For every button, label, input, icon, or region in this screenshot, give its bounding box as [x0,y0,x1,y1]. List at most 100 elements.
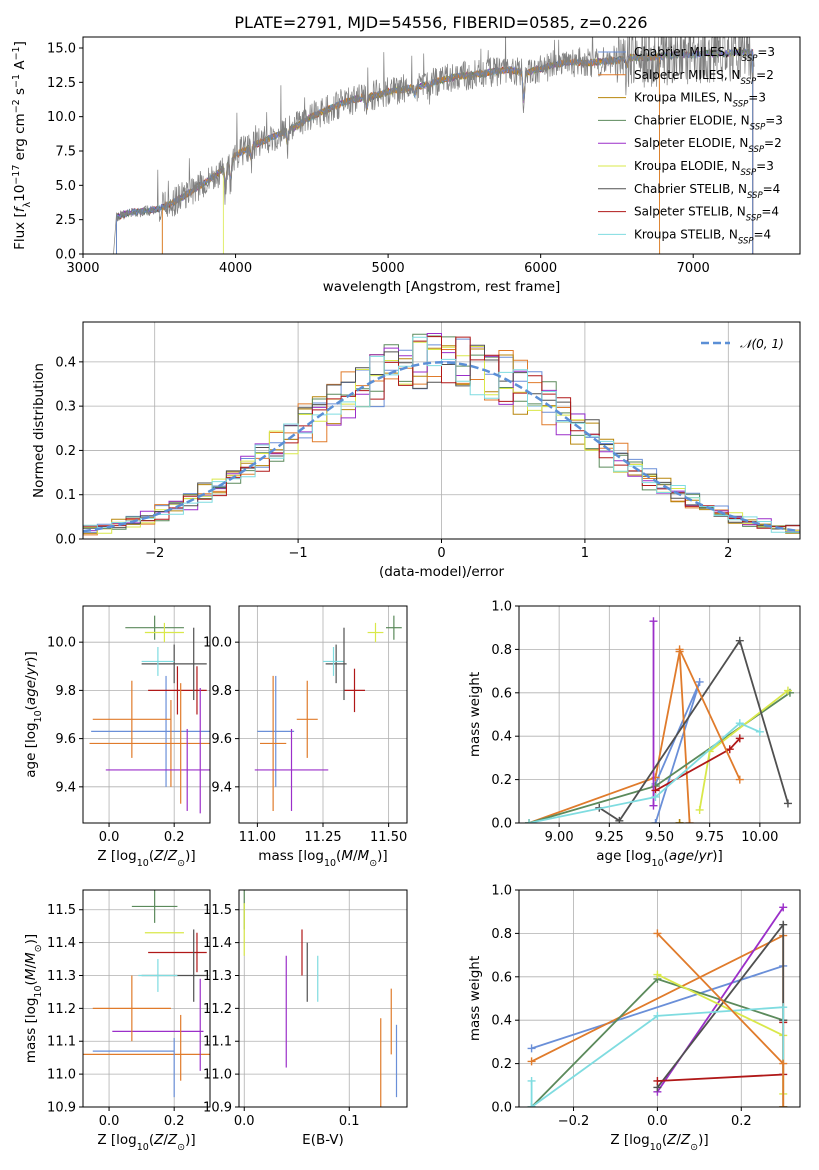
x-axis-label-part: Z [153,848,164,864]
x-axis-label-part: 10 [650,1142,662,1153]
x-axis-label-part: E(B-V) [302,1132,344,1148]
y-tick-label: 7.5 [55,144,76,159]
x-tick-label: 0.2 [164,830,185,845]
mass-weight-series [651,734,744,795]
x-axis-label-part: ⊙ [369,858,377,869]
x-axis-label-part: ( [149,848,154,864]
x-tick-label: 0.0 [234,1114,255,1129]
mass-weight-marker [735,775,744,784]
y-tick-label: 0.2 [491,1057,512,1072]
x-axis-label-part: ⊙ [690,1142,698,1153]
legend-label: 𝒩(0, 1) [740,337,784,351]
mass-weight-line [528,651,691,823]
y-axis-label-part: −1 [11,74,22,88]
y-axis-label-part: ⊙ [33,944,44,952]
y-axis-label-part: erg cm [12,113,28,164]
y-axis-label-part: ( [23,980,39,985]
y-tick-label: 0.3 [55,400,76,415]
x-axis-label-part: )] [712,848,723,864]
mass-weight-marker [735,734,744,743]
x-axis-label-part: Z [153,1132,164,1148]
mass-weight-marker [525,819,534,823]
y-tick-label: 11.1 [203,1035,232,1050]
x-tick-label: −0.2 [558,1114,590,1129]
y-axis-label-part: A [12,60,28,74]
mass-weight-marker [527,1103,536,1107]
error-bar-point [141,644,207,684]
mass-weight-marker [695,677,704,686]
mass-weight-marker [653,1076,662,1085]
y-axis-label-part: )] [23,934,39,945]
mass-weight-marker [527,1057,536,1066]
plot-area [254,615,402,811]
legend-label-part: Chabrier STELIB, N [634,182,747,196]
mass-weight-series [675,819,684,823]
x-tick-label: 9.25 [595,830,624,845]
error-bar-point [260,675,287,811]
y-tick-label: 10.9 [203,1101,232,1116]
grid-lines [519,889,800,1108]
error-bar-point [138,959,178,992]
x-axis-label: Z [log10(Z/Z⊙)] [610,1132,708,1153]
y-tick-label: 12.5 [47,76,76,91]
mass-weight-line [528,722,761,823]
x-axis-label-part: M [358,848,370,864]
plot-area [83,890,210,1098]
x-axis-label-part: )] [377,848,388,864]
legend-label: Salpeter ELODIE, NSSP=2 [634,136,782,155]
y-tick-label: 11.3 [203,969,232,984]
y-axis-label: mass [log10(M/M⊙)] [23,934,44,1063]
x-axis-label-part: ⊙ [177,858,185,869]
x-axis-label: age [log10(age/yr)] [596,848,722,869]
error-bar-point [125,615,184,640]
legend-label-part: SSP [748,145,764,155]
error-bar-point [296,680,318,758]
mass-weight-marker [779,1059,788,1068]
grid-lines [239,606,407,823]
mass-weight-marker [527,1044,536,1053]
y-axis-label-part: / [23,964,39,969]
error-bar-point [257,675,295,787]
y-axis-label-part: mass [log [23,998,39,1064]
x-tick-label: 2 [724,546,732,561]
mass-weight-marker [649,617,658,626]
y-axis-label: age [log10(age/yr)] [23,651,44,777]
y-tick-label: 9.4 [211,780,232,795]
y-tick-label: 0.4 [55,355,76,370]
grid-lines [83,606,210,823]
y-tick-label: 1.0 [491,600,512,615]
x-axis-label-part: )] [185,1132,196,1148]
legend-label-part: =4 [761,205,779,219]
mass-weight-marker [615,816,624,823]
mass-weight-marker [735,719,744,728]
mass-vs-metallicity-panel: 0.0 0.2 10.9 11.0 11.1 11.2 11.3 11.4 11.5 Z [log… [23,889,211,1153]
mass-weight-marker [675,645,684,654]
age-vs-metallicity-panel: 0.0 0.29.49.69.810.0Z [log10(Z/Z⊙)]age [l… [23,605,211,869]
legend-label: Salpeter STELIB, NSSP=4 [634,205,779,224]
legend-label-part: Chabrier ELODIE, N [634,113,750,127]
y-tick-label: 10.9 [47,1101,76,1116]
legend-label: Chabrier MILES, NSSP=3 [634,45,775,64]
mass-weight-marker [779,903,788,912]
mass-weight-marker [653,1011,662,1020]
y-tick-label: 5.0 [55,179,76,194]
legend-label-part: =4 [763,182,781,196]
mass-weight-series [649,617,658,810]
error-bar-point [367,622,384,643]
y-tick-label: 10.0 [47,110,76,125]
error-bar-point [141,646,175,676]
legend-label-part: SSP [738,236,754,246]
axes-frame [518,889,801,1108]
y-axis-label-part: s [12,88,28,99]
mass-weight-series [675,645,744,784]
y-tick-label: 11.5 [47,903,76,918]
y-axis-label-part: yr [23,660,39,676]
x-tick-label: 9.00 [545,830,574,845]
y-axis-label-part: 10 [12,185,28,202]
observed-spectrum-line [113,37,755,254]
y-tick-label: 0.2 [491,773,512,788]
mass-weight-marker [651,819,660,823]
mass-weight-series [653,929,788,1107]
legend-label: Chabrier ELODIE, NSSP=3 [634,113,783,132]
y-axis-label-part: mass weight [467,956,483,1041]
